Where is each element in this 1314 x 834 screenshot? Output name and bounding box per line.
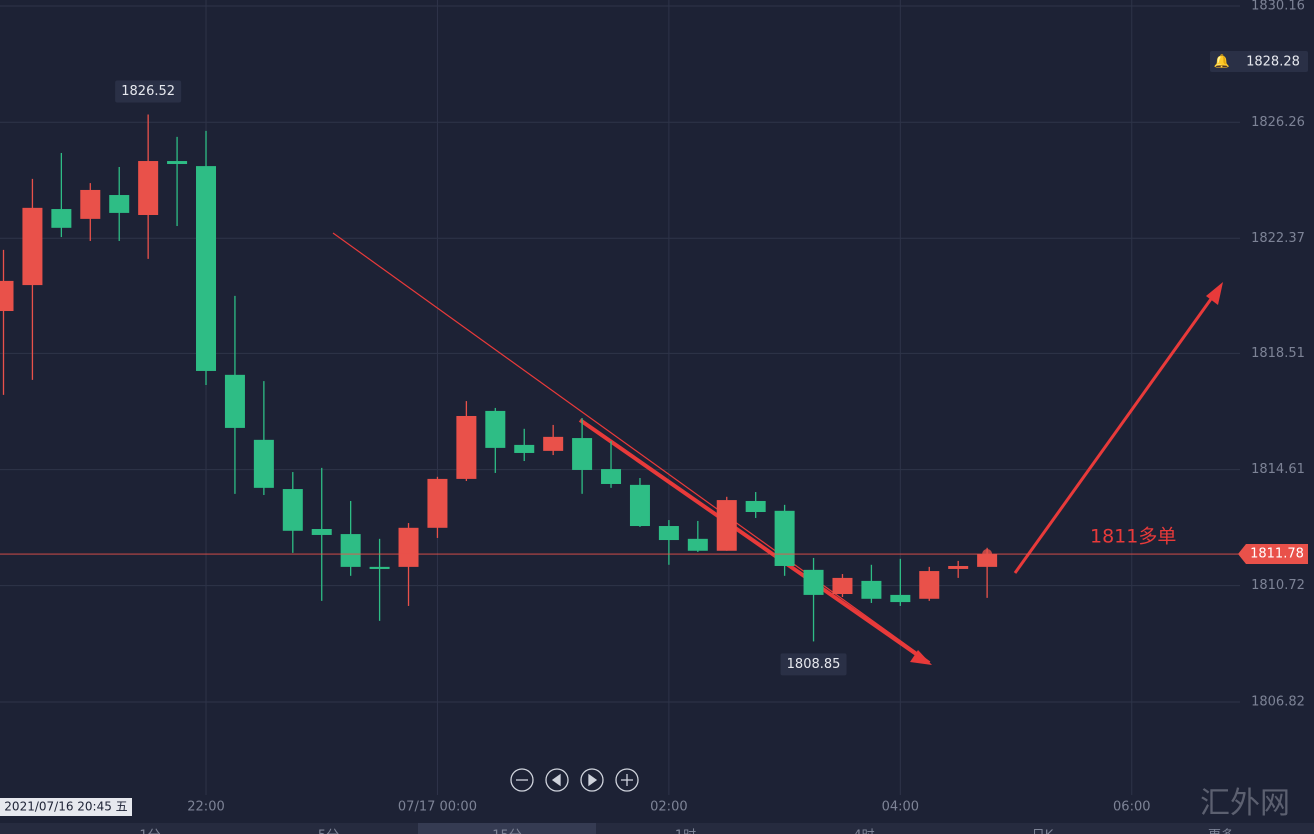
x-tick-label: 07/17 00:00 [398,800,477,815]
tab[interactable]: 更多 [1208,828,1234,834]
last[interactable] [580,768,604,792]
annotation-arrow [1013,291,1218,574]
candle-body [687,538,708,551]
tab[interactable]: 4时 [853,829,874,834]
candle-body [774,510,795,566]
x-tick-label: 02:00 [650,800,687,815]
x-tick-label: 04:00 [882,800,919,815]
tab[interactable]: 1时 [675,829,696,834]
tab[interactable]: 15分 [492,829,522,834]
y-tick-label: 1814.61 [1251,462,1305,477]
annotation-arrow [578,418,924,660]
x-tick-label: 22:00 [187,800,224,815]
annotation-text: 1811多单 [1090,526,1176,548]
zoom-controls [510,768,639,792]
candle-body [629,484,650,527]
tab-bar [0,823,1314,834]
y-tick-label: 1818.51 [1251,346,1305,361]
candle-body [340,534,361,567]
high-label-box [115,80,182,103]
candle-body [196,166,217,371]
candle-body [716,500,737,551]
candle-body [167,161,188,165]
zoom-in[interactable] [615,768,639,792]
tab[interactable]: 1分 [139,829,160,834]
candle-body [369,566,390,569]
candle-body [861,580,882,599]
candle-body [109,195,130,213]
candle-body [803,569,824,595]
candle-body [456,415,477,479]
candle-body [832,577,853,595]
candle-body [543,436,564,451]
high-label: 1826.52 [121,84,175,99]
y-tick-label: 1806.82 [1251,694,1305,709]
candle-body [485,410,506,448]
candle-body [427,478,448,528]
tab[interactable]: 5分 [318,829,339,834]
y-tick-label: 1822.37 [1251,231,1305,246]
candle-body [977,554,998,567]
crosshair-time: 2021/07/16 20:45 五 [4,800,127,814]
tab[interactable]: 日K [1032,829,1054,834]
candle-body [51,209,72,228]
candle-body [253,439,274,488]
candle-body [601,469,622,484]
last-price: 1811.78 [1250,547,1304,562]
candle-body [919,571,940,599]
candle-body [658,526,679,541]
candle-body [22,207,43,286]
candle-body [224,374,245,428]
low-label-box [780,653,847,676]
low-label: 1808.85 [787,657,841,672]
y-tick-label: 1826.26 [1251,115,1305,130]
last-price-dot [982,549,993,560]
tab-selected [418,823,596,834]
candle-body [282,489,303,531]
bell-icon: 🔔 [1214,54,1230,70]
y-tick-label: 1830.16 [1251,0,1305,13]
alert-box[interactable] [1210,51,1308,72]
arrow-head [1206,282,1223,305]
candle-body [948,565,969,569]
watermark: 汇外网 [1200,786,1290,821]
arrow-head [910,650,932,665]
y-tick-label: 1810.72 [1251,578,1305,593]
candle-body [514,444,535,453]
candle-body [572,438,593,470]
alert-price: 1828.28 [1246,55,1300,70]
candle-body [890,594,911,603]
candle-body [138,161,159,216]
zoom-out[interactable] [510,768,534,792]
last-price-tag [1238,544,1308,565]
candle-body [0,280,14,312]
annotation-arrow [332,232,931,663]
candle-body [745,500,766,513]
candle-body [311,529,332,535]
crosshair-box [0,798,132,816]
first[interactable] [545,768,569,792]
candle-body [80,189,101,219]
x-tick-label: 06:00 [1113,800,1150,815]
candle-body [398,527,419,567]
